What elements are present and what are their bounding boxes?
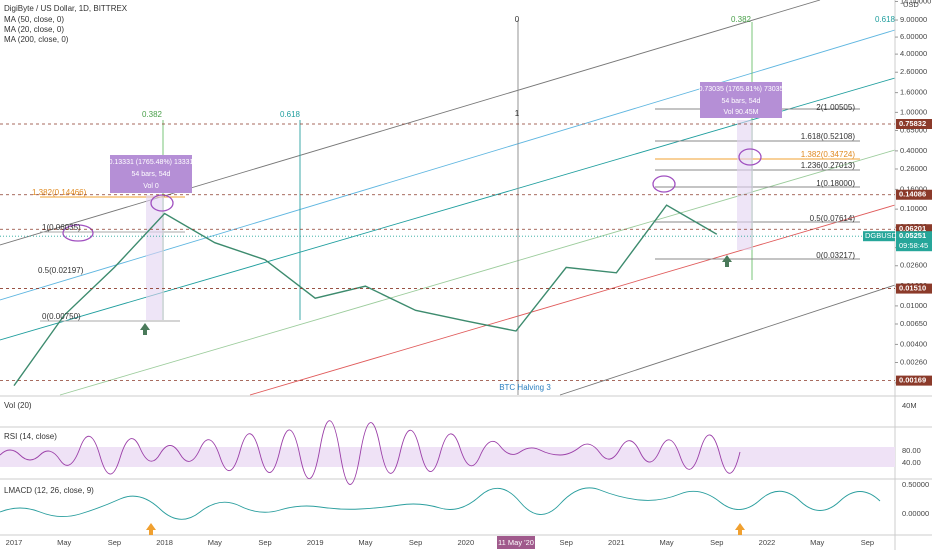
- trend-lines: [0, 0, 896, 396]
- x-tick-label: Sep: [861, 538, 874, 547]
- time-fib: 0.618: [875, 15, 896, 24]
- x-tick-label: May: [57, 538, 71, 547]
- price-badge: [896, 119, 932, 130]
- fib-label: 1(0.18000): [816, 179, 855, 188]
- measure-text: 0.13331 (1765.48%) 13331: [109, 159, 194, 166]
- time-fib: 1: [515, 109, 520, 118]
- y-tick-label: 0.00400: [900, 339, 927, 348]
- fib-label: 0(0.03217): [816, 251, 855, 260]
- y-tick-label: 1.00000: [900, 107, 927, 116]
- x-tick-label: May: [208, 538, 222, 547]
- price-line: [13, 204, 718, 387]
- measure-text: 54 bars, 54d: [132, 171, 171, 178]
- x-tick-label: 2020: [457, 538, 474, 547]
- y-tick-label: 0.16000: [900, 184, 927, 193]
- fib-label: 1.618(0.52108): [801, 132, 856, 141]
- y-tick-label: 0.26000: [900, 164, 927, 173]
- measure-text: 0.73035 (1765.81%) 73035: [699, 86, 784, 93]
- y-tick-label: 0.02600: [900, 261, 927, 270]
- measure-text: Vol 90.45M: [723, 109, 758, 116]
- y-tick-label: 0.01000: [900, 301, 927, 310]
- time-fib: 0.382: [142, 110, 163, 119]
- y-tick-label: 9.00000: [900, 15, 927, 24]
- countdown: 09:58:45: [899, 241, 928, 250]
- measure-box: [700, 82, 782, 118]
- title: DigiByte / US Dollar, 1D, BITTREX: [4, 4, 128, 13]
- price-badge-label: 0.00169: [899, 376, 926, 385]
- measure-text: Vol 0: [143, 183, 159, 190]
- price-plot: [13, 204, 718, 387]
- x-tick-label: 2021: [608, 538, 625, 547]
- measure-text: 54 bars, 54d: [722, 98, 761, 105]
- pane-label: Vol (20): [4, 401, 32, 410]
- y-tick-label: 6.00000: [900, 32, 927, 41]
- pane-label: LMACD (12, 26, close, 9): [4, 486, 94, 495]
- pane-tick: 40.00: [902, 458, 921, 467]
- y-tick-label: 0.65000: [900, 125, 927, 134]
- price-badge-label: 0.01510: [899, 284, 926, 293]
- price-badge: [896, 189, 932, 200]
- x-tick-label: Sep: [409, 538, 422, 547]
- fib-label: 1.382(0.14466): [32, 188, 87, 197]
- price-badge: [896, 231, 932, 252]
- x-tick-label: Sep: [108, 538, 121, 547]
- x-tick-label: May: [660, 538, 674, 547]
- halving-label: BTC Halving 3: [499, 383, 551, 392]
- x-tick-label: May: [810, 538, 824, 547]
- currency: USD: [903, 0, 919, 9]
- arrow-icon: [722, 255, 732, 267]
- price-badge-label: 0.75832: [899, 119, 926, 128]
- price-badge-label: 0.06201: [899, 224, 926, 233]
- symbol-label: DGBUSD: [865, 231, 898, 240]
- pane-tick: 0.50000: [902, 480, 929, 489]
- fib-label: 0.5(0.02197): [38, 266, 84, 275]
- indicator: MA (50, close, 0): [4, 15, 64, 24]
- pane-tick: 0.00000: [902, 509, 929, 518]
- y-tick-label: 14.00000: [900, 0, 931, 5]
- x-tick-label: Sep: [258, 538, 271, 547]
- x-tick-label: 2018: [156, 538, 173, 547]
- y-tick-label: 0.40000: [900, 146, 927, 155]
- y-tick-label: 4.00000: [900, 49, 927, 58]
- time-fib: 0.382: [731, 15, 752, 24]
- x-tick-label: May: [358, 538, 372, 547]
- pane-tick: 40M: [902, 401, 917, 410]
- indicator: MA (200, close, 0): [4, 35, 69, 44]
- fib-label: 1.236(0.27013): [801, 161, 856, 170]
- y-tick-label: 1.60000: [900, 88, 927, 97]
- pane-tick: 80.00: [902, 446, 921, 455]
- price-badge-label: 0.05251: [899, 231, 926, 240]
- annotations: 1.382(0.14466) 1(0.06035) 0.5(0.02197) 0…: [32, 15, 896, 392]
- crosshair-label: [497, 536, 535, 549]
- y-tick-label: 0.00650: [900, 319, 927, 328]
- x-tick-label: 2017: [6, 538, 23, 547]
- fib-label: 0(0.00750): [42, 312, 81, 321]
- x-tick-label: Sep: [560, 538, 573, 547]
- fib-label: 1(0.06035): [42, 223, 81, 232]
- symbol-badge: [863, 231, 895, 242]
- arrow-icon: [140, 323, 150, 335]
- fib-label: 0.5(0.07614): [810, 214, 856, 223]
- price-badge: [896, 224, 932, 235]
- measure-box: [110, 155, 192, 193]
- pane-label: RSI (14, close): [4, 432, 57, 441]
- x-tick-label: 2022: [759, 538, 776, 547]
- time-fib: 0: [515, 15, 520, 24]
- x-tick-label: 11 May '20: [498, 538, 534, 547]
- x-tick-label: Sep: [710, 538, 723, 547]
- price-badge-label: 0.14086: [899, 190, 926, 199]
- price-badge: [896, 375, 932, 386]
- y-tick-label: 2.60000: [900, 67, 927, 76]
- indicator: MA (20, close, 0): [4, 25, 64, 34]
- x-tick-label: 2019: [307, 538, 324, 547]
- time-fib: 0.618: [280, 110, 301, 119]
- fib-label: 1.382(0.34724): [801, 150, 856, 159]
- fib-label: 2(1.00505): [816, 103, 855, 112]
- price-badge: [896, 283, 932, 294]
- y-tick-label: 0.00260: [900, 357, 927, 366]
- y-tick-label: 0.10000: [900, 204, 927, 213]
